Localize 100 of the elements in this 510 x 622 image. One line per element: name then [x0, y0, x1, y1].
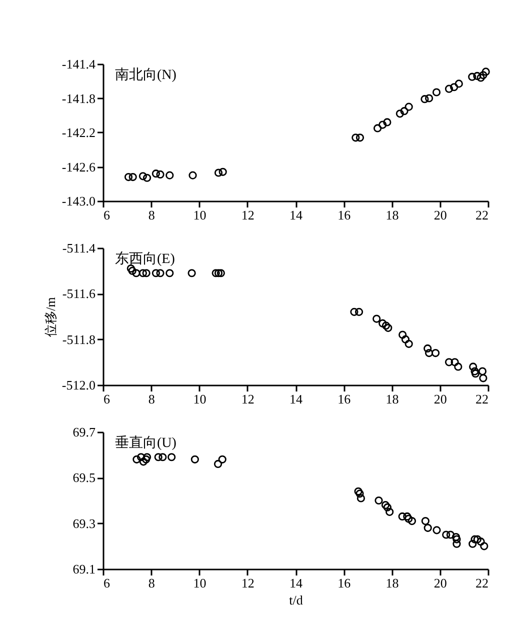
point	[124, 172, 133, 182]
point	[432, 88, 441, 96]
point	[152, 170, 160, 178]
x-tick-label: 20	[434, 208, 447, 222]
x-tick-label: 20	[434, 576, 447, 590]
point	[188, 171, 197, 180]
point	[152, 269, 160, 278]
point	[158, 453, 167, 462]
point	[473, 72, 482, 80]
point	[356, 490, 364, 498]
point	[424, 524, 432, 532]
point	[378, 120, 387, 129]
point	[356, 494, 366, 502]
point	[479, 71, 488, 80]
point	[400, 107, 408, 116]
point	[452, 532, 460, 542]
x-tick-label: 6	[104, 392, 110, 406]
y-tick-label: -142.2	[62, 125, 96, 140]
x-tick-label: 12	[241, 576, 254, 590]
x-tick-label: 14	[290, 392, 303, 406]
point	[132, 455, 141, 464]
y-tick-label: -511.8	[62, 332, 96, 347]
point	[212, 269, 220, 278]
point	[404, 102, 413, 111]
x-tick-label: 18	[386, 392, 399, 406]
point	[142, 455, 150, 464]
x-tick-label: 22	[476, 576, 488, 590]
point	[424, 94, 434, 102]
point	[142, 453, 152, 462]
point	[350, 308, 358, 316]
point	[469, 362, 478, 371]
x-axis-title: t/d	[289, 592, 304, 608]
point	[468, 540, 477, 548]
point	[476, 74, 485, 82]
point	[454, 362, 462, 371]
point	[480, 542, 488, 550]
point	[188, 269, 196, 278]
point	[478, 367, 487, 376]
y-tick-label: -512.0	[62, 378, 96, 392]
point	[128, 266, 136, 275]
point	[214, 269, 223, 278]
point	[354, 487, 362, 496]
point	[156, 170, 164, 179]
point	[396, 110, 404, 118]
point	[166, 171, 174, 180]
y-tick-label: 69.1	[72, 562, 96, 576]
y-tick-label: 69.3	[72, 516, 96, 531]
point	[214, 460, 222, 468]
point	[382, 322, 390, 330]
point	[468, 72, 476, 81]
y-tick-label: -143.0	[62, 194, 96, 208]
point	[424, 348, 434, 358]
x-tick-label: 18	[386, 576, 399, 590]
x-tick-label: 8	[148, 208, 155, 222]
point	[136, 453, 146, 462]
point	[218, 168, 227, 176]
x-tick-label: 12	[241, 208, 254, 222]
x-tick-label: 8	[148, 576, 155, 590]
point	[190, 455, 199, 464]
point	[168, 453, 176, 462]
point	[352, 134, 360, 142]
x-tick-label: 12	[241, 392, 254, 406]
point	[470, 535, 479, 544]
x-tick-label: 22	[476, 392, 488, 406]
x-tick-label: 22	[476, 208, 488, 222]
point	[142, 174, 152, 182]
y-tick-label: -511.6	[62, 286, 96, 302]
x-tick-label: 10	[193, 208, 206, 222]
point	[381, 501, 390, 510]
x-tick-label: 6	[104, 208, 110, 222]
point	[356, 134, 364, 142]
point	[450, 83, 458, 92]
point	[401, 335, 410, 344]
point	[482, 68, 490, 76]
point	[454, 80, 463, 88]
point	[444, 358, 454, 366]
x-tick-label: 16	[338, 576, 352, 590]
x-tick-label: 20	[434, 392, 447, 406]
y-tick-label: -142.6	[62, 159, 96, 174]
point	[139, 458, 148, 466]
chart-title: 南北向(N)	[115, 67, 177, 83]
point	[450, 358, 459, 366]
point	[386, 508, 394, 516]
point	[128, 172, 137, 182]
point	[378, 319, 387, 328]
x-tick-label: 14	[290, 576, 303, 590]
point	[214, 168, 223, 177]
point	[432, 526, 441, 534]
point	[442, 530, 450, 539]
point	[154, 453, 162, 462]
x-tick-label: 8	[148, 392, 155, 406]
point	[476, 538, 485, 546]
point	[156, 269, 164, 278]
point	[452, 535, 461, 544]
point	[479, 374, 488, 382]
point	[404, 514, 413, 523]
point	[138, 269, 147, 278]
point	[473, 535, 482, 544]
point	[383, 118, 392, 126]
chart-title: 东西向(E)	[115, 251, 176, 267]
